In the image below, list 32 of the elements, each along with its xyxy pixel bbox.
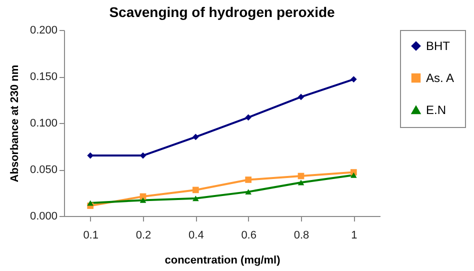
point <box>350 76 357 82</box>
point <box>140 152 146 159</box>
y-tick-label: 0.150 <box>30 71 58 83</box>
point <box>350 172 357 178</box>
point <box>298 172 304 180</box>
point <box>245 114 252 121</box>
x-tick-label: 1 <box>351 230 358 242</box>
x-tick-label: 0.6 <box>241 230 256 242</box>
y-tick-label: 0.050 <box>30 164 58 176</box>
chart-title: Scavenging of hydrogen peroxide <box>109 4 336 20</box>
legend-label: E.N <box>426 103 446 117</box>
point <box>192 134 199 140</box>
y-axis-title: Absorbance at 230 nm <box>8 64 21 182</box>
point <box>298 94 304 100</box>
point <box>140 197 146 203</box>
point <box>245 176 252 183</box>
point <box>192 196 199 202</box>
x-tick-label: 0.4 <box>188 230 204 242</box>
point <box>192 186 199 194</box>
x-tick-label: 0.2 <box>136 230 152 242</box>
x-tick-label: 0.8 <box>294 230 310 242</box>
y-tick-label: 0.100 <box>30 118 58 130</box>
point <box>298 180 304 186</box>
legend-label: BHT <box>426 39 451 53</box>
legend-label: As. A <box>426 71 454 85</box>
point <box>245 189 252 195</box>
x-axis-title: concentration (mg/ml) <box>164 254 281 266</box>
x-tick-label: 0.1 <box>83 230 98 242</box>
point <box>87 200 94 206</box>
y-tick-label: 0.000 <box>30 210 58 222</box>
y-tick-label: 0.200 <box>30 24 58 36</box>
point <box>87 152 94 159</box>
